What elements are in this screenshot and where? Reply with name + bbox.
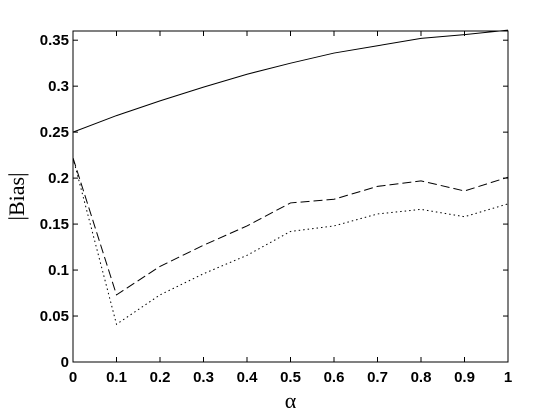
x-axis-label: α bbox=[285, 388, 297, 413]
series-line-dashed bbox=[72, 157, 509, 296]
x-tick-label: 0.1 bbox=[106, 369, 127, 386]
y-tick-label: 0.1 bbox=[48, 262, 69, 279]
y-tick-label: 0.25 bbox=[40, 124, 69, 141]
y-tick-label: 0.35 bbox=[40, 32, 69, 49]
y-tick-label: 0.3 bbox=[48, 78, 69, 95]
series-line-dotted bbox=[72, 157, 509, 326]
y-tick-label: 0 bbox=[61, 354, 69, 371]
y-tick-label: 0.2 bbox=[48, 170, 69, 187]
x-axis-ticks: 0 0.1 0.2 0.3 0.4 0.5 0.6 0.7 0.8 0.9 1 bbox=[69, 31, 512, 386]
y-tick-label: 0.05 bbox=[40, 308, 69, 325]
plot-area bbox=[72, 30, 509, 363]
series-layer bbox=[72, 29, 509, 326]
x-tick-label: 0.6 bbox=[324, 369, 345, 386]
x-tick-label: 0.9 bbox=[454, 369, 475, 386]
x-tick-label: 0.8 bbox=[411, 369, 432, 386]
x-tick-label: 0 bbox=[69, 369, 77, 386]
x-tick-label: 0.3 bbox=[193, 369, 214, 386]
x-tick-label: 0.4 bbox=[237, 369, 259, 386]
x-tick-label: 1 bbox=[504, 369, 512, 386]
y-axis-label: |Bias| bbox=[4, 173, 29, 221]
y-tick-label: 0.15 bbox=[40, 216, 69, 233]
x-tick-label: 0.7 bbox=[367, 369, 388, 386]
series-line-solid bbox=[72, 29, 509, 133]
y-axis-ticks: 0 0.05 0.1 0.15 0.2 0.25 0.3 0.35 bbox=[40, 32, 508, 371]
x-tick-label: 0.2 bbox=[150, 369, 171, 386]
x-tick-label: 0.5 bbox=[280, 369, 301, 386]
